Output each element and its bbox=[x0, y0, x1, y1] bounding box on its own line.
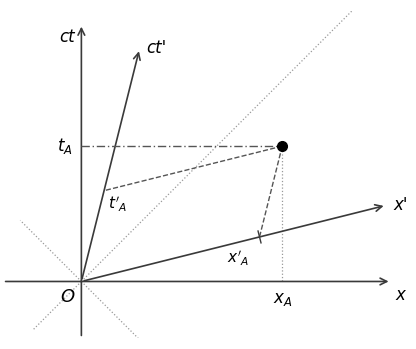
Text: x: x bbox=[396, 286, 406, 304]
Text: $t'_A$: $t'_A$ bbox=[109, 195, 128, 214]
Text: $t_A$: $t_A$ bbox=[57, 136, 73, 156]
Text: $x'_A$: $x'_A$ bbox=[227, 248, 249, 268]
Text: O: O bbox=[60, 288, 74, 306]
Text: $x_A$: $x_A$ bbox=[272, 290, 292, 308]
Text: ct': ct' bbox=[146, 39, 167, 58]
Text: ct: ct bbox=[59, 28, 74, 46]
Text: x': x' bbox=[394, 196, 408, 214]
